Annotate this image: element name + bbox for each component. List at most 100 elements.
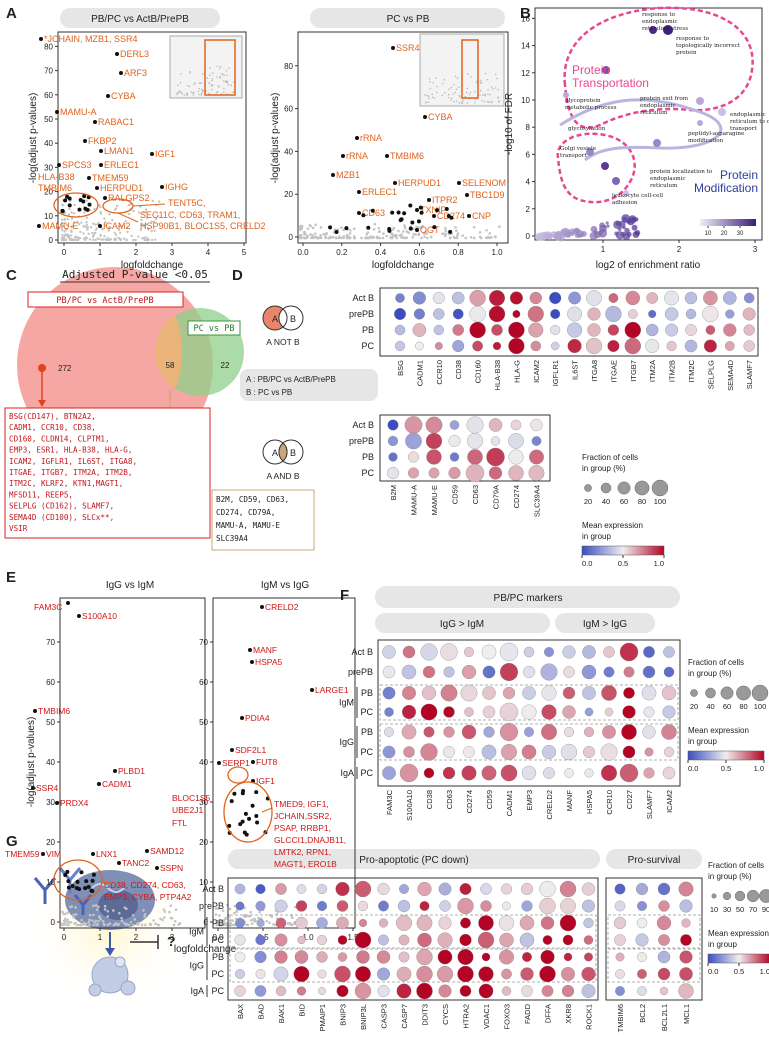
gene-point (240, 716, 244, 720)
dot (402, 645, 416, 659)
gene-label: CD274 (512, 485, 521, 508)
dot (661, 685, 677, 701)
inset-point (189, 70, 191, 73)
dot (234, 934, 246, 946)
legend-dot (759, 889, 769, 903)
background-point (82, 232, 85, 235)
dot (490, 436, 501, 446)
background-point (153, 238, 157, 241)
inset-point (427, 101, 430, 103)
background-point (94, 904, 98, 907)
dot (421, 685, 437, 701)
inset-point (190, 91, 193, 94)
background-point (348, 236, 352, 240)
dot (394, 340, 406, 352)
gene-label: CADM1 (505, 790, 514, 816)
legend-dot (751, 684, 769, 702)
gene-point (160, 185, 164, 189)
dot (500, 764, 518, 782)
dot (550, 309, 561, 319)
dot (452, 324, 464, 336)
dot (743, 292, 755, 304)
dot (615, 969, 625, 979)
gene-point (444, 206, 449, 211)
inset-point (219, 65, 222, 68)
term-label: response to (676, 36, 710, 42)
gene-label: PSAP, RRBP1, (274, 823, 331, 833)
legend-title: in group (688, 737, 717, 746)
background-point (100, 227, 104, 230)
gene-point (423, 115, 427, 119)
inset-point (441, 94, 444, 97)
inset-point (450, 99, 452, 101)
background-point (132, 209, 135, 213)
background-point (303, 233, 306, 236)
gene-label: ERLEC1 (104, 160, 139, 170)
background-point (69, 238, 73, 241)
dot (354, 982, 372, 1000)
background-point (306, 227, 310, 230)
row-label: prePB (348, 667, 373, 677)
gene-point (93, 120, 97, 124)
gene-label: HERPUD1 (398, 178, 441, 188)
legend-title: in group (708, 940, 737, 949)
background-point (68, 207, 71, 211)
axis-title: logfoldchange (174, 944, 237, 955)
gene-point (432, 214, 436, 218)
background-point (137, 211, 141, 214)
dot (742, 307, 756, 321)
dot (483, 726, 495, 738)
dot (544, 647, 554, 657)
background-point (97, 221, 101, 224)
inset-point (464, 95, 466, 98)
background-point (64, 221, 67, 225)
dot (603, 666, 615, 678)
title-pill (228, 849, 600, 869)
background-point (106, 910, 110, 913)
dot (463, 746, 475, 758)
background-point (632, 231, 640, 238)
background-point (403, 226, 407, 230)
background-point (319, 233, 322, 237)
dot (540, 949, 555, 965)
dot (336, 916, 349, 930)
gene-label: IGF1 (155, 149, 175, 159)
dot (587, 323, 601, 337)
background-point (132, 923, 135, 927)
background-point (92, 913, 95, 917)
gene-point (402, 211, 407, 216)
background-point (455, 236, 459, 240)
gene-label: EMP3, CYBA, PTP4A2 (104, 892, 192, 902)
gene-label: EMP3 (525, 790, 534, 810)
gene-label: BNIP3 (339, 1004, 348, 1026)
background-point (429, 235, 433, 239)
gene-point (331, 173, 335, 177)
background-point (132, 238, 135, 242)
gene-label: PMAIP1 (318, 1004, 327, 1032)
dot (567, 339, 582, 353)
background-point (144, 208, 148, 211)
dot (336, 900, 349, 912)
y-tick-label: 0 (204, 918, 209, 927)
dot (607, 324, 619, 336)
plot-title: IgG vs IgM (106, 580, 154, 591)
dot (540, 916, 555, 930)
dot (488, 466, 503, 480)
gene-point (248, 648, 252, 652)
background-point (419, 227, 422, 230)
dot (636, 917, 648, 929)
dot (401, 724, 417, 740)
background-point (97, 237, 100, 241)
inset-point (200, 94, 203, 96)
dot (524, 727, 534, 737)
dot (394, 308, 406, 320)
background-point (120, 916, 123, 920)
dot (508, 433, 524, 449)
dot (337, 952, 348, 962)
dot (382, 645, 396, 659)
dot (420, 703, 438, 721)
background-point (159, 917, 162, 921)
background-point (219, 919, 223, 923)
colorbar-label: 20 (721, 231, 728, 237)
dot (541, 704, 557, 720)
